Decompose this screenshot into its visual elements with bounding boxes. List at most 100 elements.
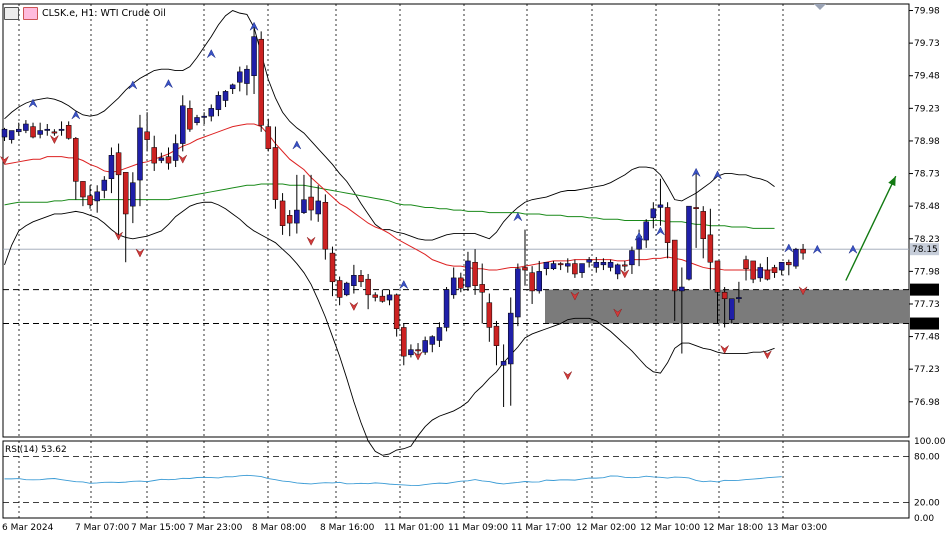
candle-body [657, 204, 664, 208]
candle-body [180, 105, 186, 144]
candle-body [472, 261, 478, 286]
up-fractal-icon [713, 170, 722, 180]
candle-body [51, 131, 58, 134]
down-fractal-icon [306, 237, 316, 246]
candle-body [401, 327, 407, 357]
candle-body [365, 278, 371, 296]
chart-header: CLSK.e, H1: WTI Crude Oil [4, 4, 166, 22]
up-fractal-icon [71, 110, 81, 120]
candle-body [408, 349, 414, 356]
fast-ma-line [4, 123, 775, 271]
candle-body [486, 302, 493, 328]
candle-body [8, 130, 15, 140]
candle-body [286, 215, 293, 224]
rsi-plot-frame [2, 440, 910, 519]
current-price-tag: 78.15 [912, 245, 938, 255]
candle-body [158, 157, 165, 161]
candle-body [351, 275, 357, 286]
candle-body [87, 195, 93, 206]
candle-body [736, 297, 742, 300]
candle-body [108, 155, 115, 180]
candle-body [565, 263, 571, 267]
y-tick-label: 77.48 [914, 333, 940, 343]
y-tick-label: 77.23 [914, 365, 940, 375]
up-fractal-icon [691, 167, 701, 177]
candle-body [800, 248, 806, 254]
candle-body [294, 209, 300, 224]
candle-body [507, 312, 514, 365]
x-tick-label: 12 Mar 02:00 [576, 523, 636, 533]
candle-body [465, 260, 471, 288]
up-fractal-icon [656, 226, 665, 236]
candle-body [550, 263, 557, 270]
x-tick-label: 11 Mar 09:00 [448, 523, 508, 533]
candle-body [750, 260, 756, 280]
candle-body [515, 268, 521, 318]
candle-body [172, 143, 179, 161]
candle-body [201, 115, 207, 118]
candle-body [115, 152, 122, 176]
main-plot-frame [2, 3, 910, 438]
candle-body [643, 221, 649, 241]
x-tick-label: 7 Mar 15:00 [131, 523, 186, 533]
bollinger-lower-line [4, 201, 775, 456]
candle-body [679, 286, 685, 292]
y-tick-label: 76.98 [914, 398, 940, 408]
candle-body [73, 138, 79, 182]
x-tick-label: 13 Mar 03:00 [767, 523, 827, 533]
y-tick-label: 78.73 [914, 170, 940, 180]
candle-body [80, 181, 86, 198]
candle-body [336, 280, 343, 298]
y-tick-label: 77.73 [914, 300, 940, 310]
candle-body [393, 294, 400, 329]
candle-body [187, 108, 193, 130]
candle-body [614, 264, 621, 275]
candle-body [593, 261, 600, 268]
y-tick-label: 79.73 [914, 39, 940, 49]
candle-body [707, 234, 714, 263]
candle-body [386, 294, 393, 301]
rsi-tick-label: 100.00 [914, 437, 946, 447]
candle-body [536, 271, 542, 292]
down-fractal-icon [798, 286, 808, 296]
candle-body [30, 126, 36, 138]
candle-body [757, 267, 764, 279]
x-tick-label: 8 Mar 16:00 [320, 523, 375, 533]
y-tick-label: 78.48 [914, 202, 940, 212]
candle-body [215, 95, 222, 110]
y-tick-label: 77.98 [914, 267, 940, 277]
candle-body [222, 91, 229, 101]
candle-body [258, 38, 264, 126]
rsi-tick-label: 80.00 [914, 452, 940, 462]
one-click-trading-icon[interactable] [23, 6, 38, 20]
symbol-label: CLSK.e, H1: WTI Crude Oil [42, 7, 166, 19]
candle-body [693, 207, 699, 210]
up-fractal-icon [164, 79, 173, 88]
up-fractal-icon [848, 244, 858, 254]
x-tick-label: 7 Mar 23:00 [188, 523, 243, 533]
candle-body [522, 267, 528, 271]
y-tick-label: 79.98 [914, 7, 940, 17]
candle-body [529, 272, 535, 292]
scroll-marker-icon [814, 4, 826, 10]
candle-body [151, 147, 157, 164]
candle-body [415, 349, 421, 352]
down-fractal-icon [570, 291, 580, 301]
x-tick-label: 12 Mar 18:00 [703, 523, 763, 533]
zone-lower-tag: 77.58 [912, 320, 938, 330]
rsi-tick-label: 20.00 [914, 499, 940, 509]
zone-lower-tag-bg [910, 317, 939, 330]
candle-body [272, 147, 279, 200]
candle-body [429, 336, 436, 345]
up-fractal-icon [292, 140, 302, 150]
menu-icon[interactable] [4, 6, 19, 20]
candle-body [101, 179, 108, 191]
candle-body [622, 264, 628, 267]
candle-body [479, 284, 485, 293]
candle-body [16, 128, 22, 133]
candle-body [579, 263, 585, 273]
rsi-line [4, 474, 782, 487]
candle-body [65, 125, 72, 139]
